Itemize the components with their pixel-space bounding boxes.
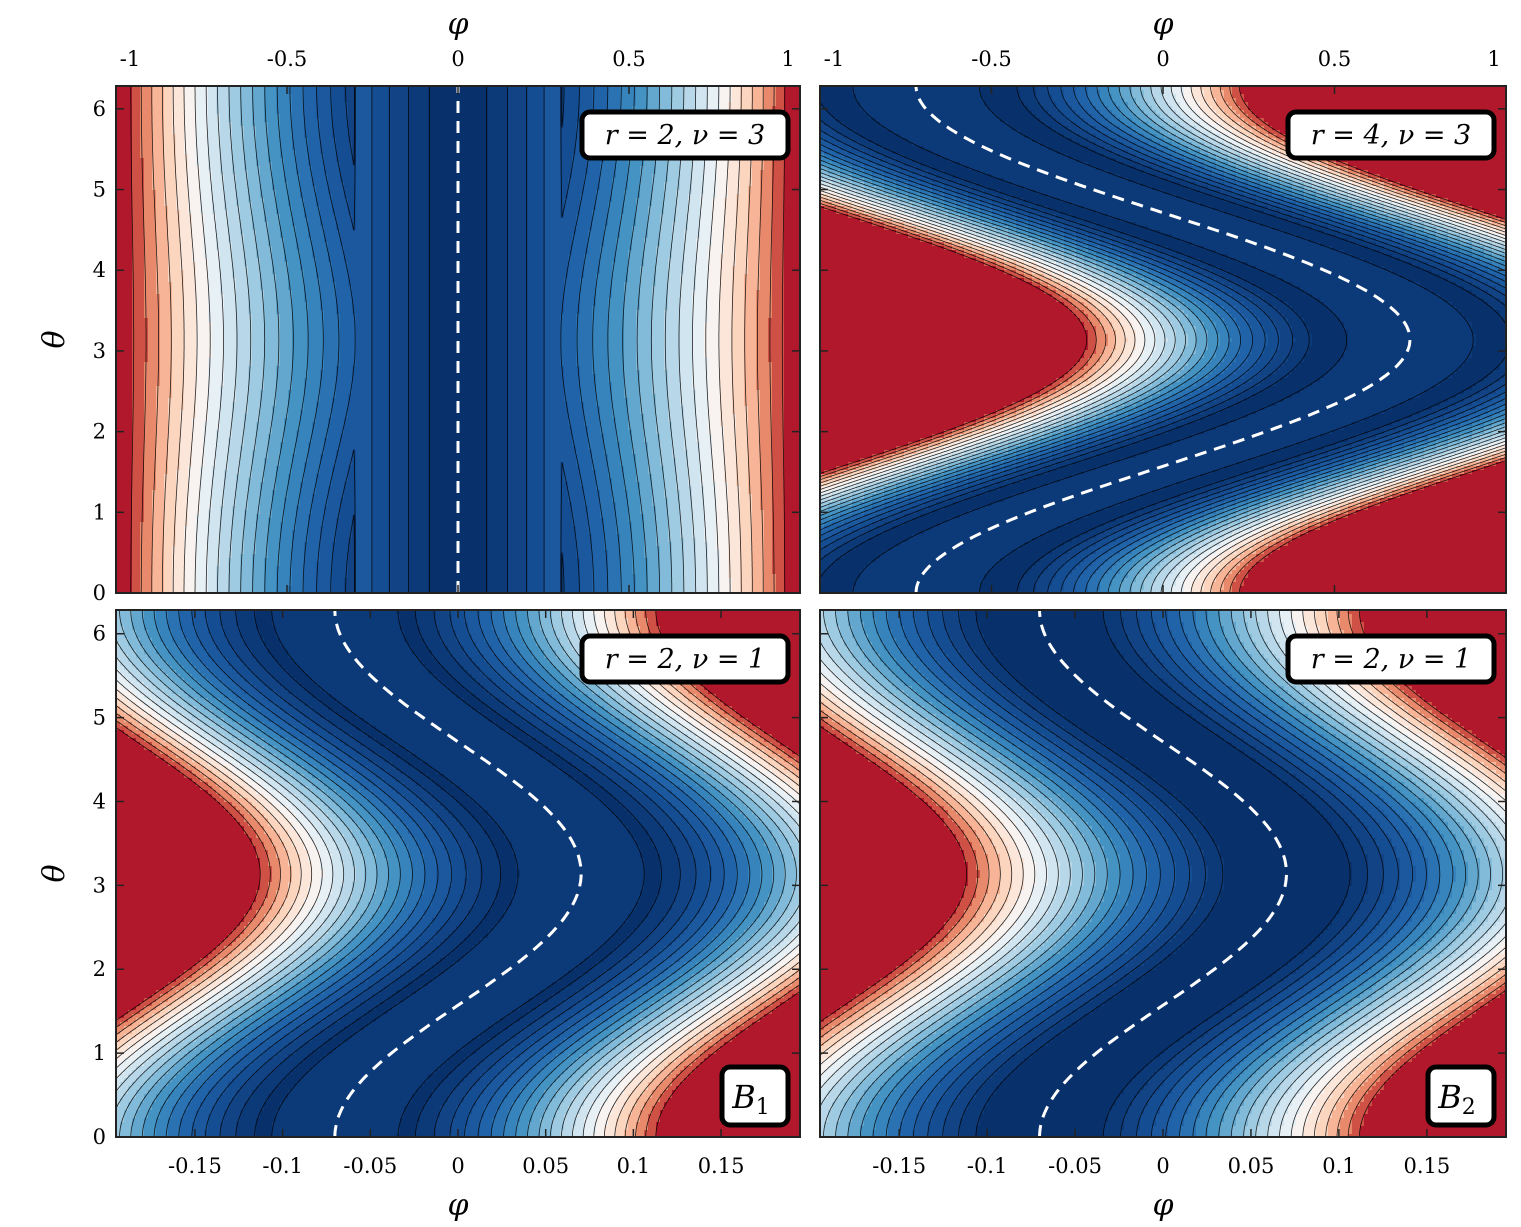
dashed-curve: [914, 86, 1412, 593]
y-tick-label: 2: [93, 420, 106, 444]
contour-field: [820, 86, 1506, 593]
param-label: r = 4, ν = 3: [1311, 120, 1471, 151]
x-tick-label: 0: [451, 1154, 464, 1178]
x-tick-label: 0.5: [612, 47, 645, 71]
x-tick-label: 0.1: [617, 1154, 650, 1178]
param-label-box: [1285, 633, 1497, 685]
dashed-curve: [1038, 610, 1289, 1137]
x-tick-label: -0.5: [267, 47, 308, 71]
y-tick-label: 0: [93, 1125, 106, 1149]
y-tick-label: 3: [93, 339, 106, 363]
panel-top-left: r = 2, ν = 3: [115, 85, 801, 594]
y-tick-label: 2: [93, 957, 106, 981]
y-tick-label: 5: [93, 706, 106, 730]
contour-field: [116, 610, 800, 1137]
x-tick-label: 0: [1156, 47, 1169, 71]
x-tick-label: -0.15: [168, 1154, 222, 1178]
panel-id-box: [1425, 1064, 1497, 1128]
x-axis-label: φ: [1152, 1188, 1173, 1223]
param-label-box: [579, 109, 791, 161]
panel-bottom-right: r = 2, ν = 1B2: [819, 609, 1507, 1138]
x-tick-label: -0.1: [262, 1154, 303, 1178]
x-tick-label: -0.1: [967, 1154, 1008, 1178]
y-axis-label: θ: [37, 864, 72, 882]
x-tick-label: -0.05: [343, 1154, 397, 1178]
x-tick-label: 0.05: [1228, 1154, 1275, 1178]
x-tick-label: 1: [781, 47, 794, 71]
y-tick-label: 6: [93, 97, 106, 121]
y-tick-label: 6: [93, 622, 106, 646]
x-tick-label: 0.5: [1318, 47, 1351, 71]
x-tick-label: 0: [1156, 1154, 1169, 1178]
y-tick-label: 0: [93, 581, 106, 605]
panel-id-box: [719, 1064, 791, 1128]
contour-field: [116, 86, 800, 593]
x-tick-label: 0.05: [522, 1154, 569, 1178]
panel-bottom-left: r = 2, ν = 1B1: [115, 609, 801, 1138]
x-tick-label: 0.1: [1322, 1154, 1355, 1178]
y-tick-label: 1: [93, 500, 106, 524]
y-tick-label: 1: [93, 1041, 106, 1065]
x-tick-label: -1: [824, 47, 844, 71]
x-axis-label: φ: [447, 7, 468, 42]
x-tick-label: 0.15: [698, 1154, 745, 1178]
param-label-box: [579, 633, 791, 685]
x-tick-label: -0.5: [971, 47, 1012, 71]
x-tick-label: 0.15: [1403, 1154, 1450, 1178]
x-tick-label: 0: [451, 47, 464, 71]
param-label-box: [1285, 109, 1497, 161]
x-tick-label: 1: [1487, 47, 1500, 71]
dashed-curve: [333, 610, 583, 1137]
y-tick-label: 5: [93, 178, 106, 202]
x-axis-label: φ: [447, 1188, 468, 1223]
y-tick-label: 4: [93, 258, 106, 282]
x-tick-label: -0.15: [872, 1154, 926, 1178]
contour-field: [820, 610, 1506, 1137]
param-label: r = 2, ν = 3: [605, 120, 765, 151]
x-tick-label: -1: [120, 47, 140, 71]
y-tick-label: 4: [93, 789, 106, 813]
param-label: r = 2, ν = 1: [1311, 644, 1471, 675]
panel-top-right: r = 4, ν = 3: [819, 85, 1507, 594]
x-tick-label: -0.05: [1048, 1154, 1102, 1178]
param-label: r = 2, ν = 1: [605, 644, 765, 675]
y-axis-label: θ: [37, 330, 72, 348]
x-axis-label: φ: [1152, 7, 1173, 42]
y-tick-label: 3: [93, 873, 106, 897]
